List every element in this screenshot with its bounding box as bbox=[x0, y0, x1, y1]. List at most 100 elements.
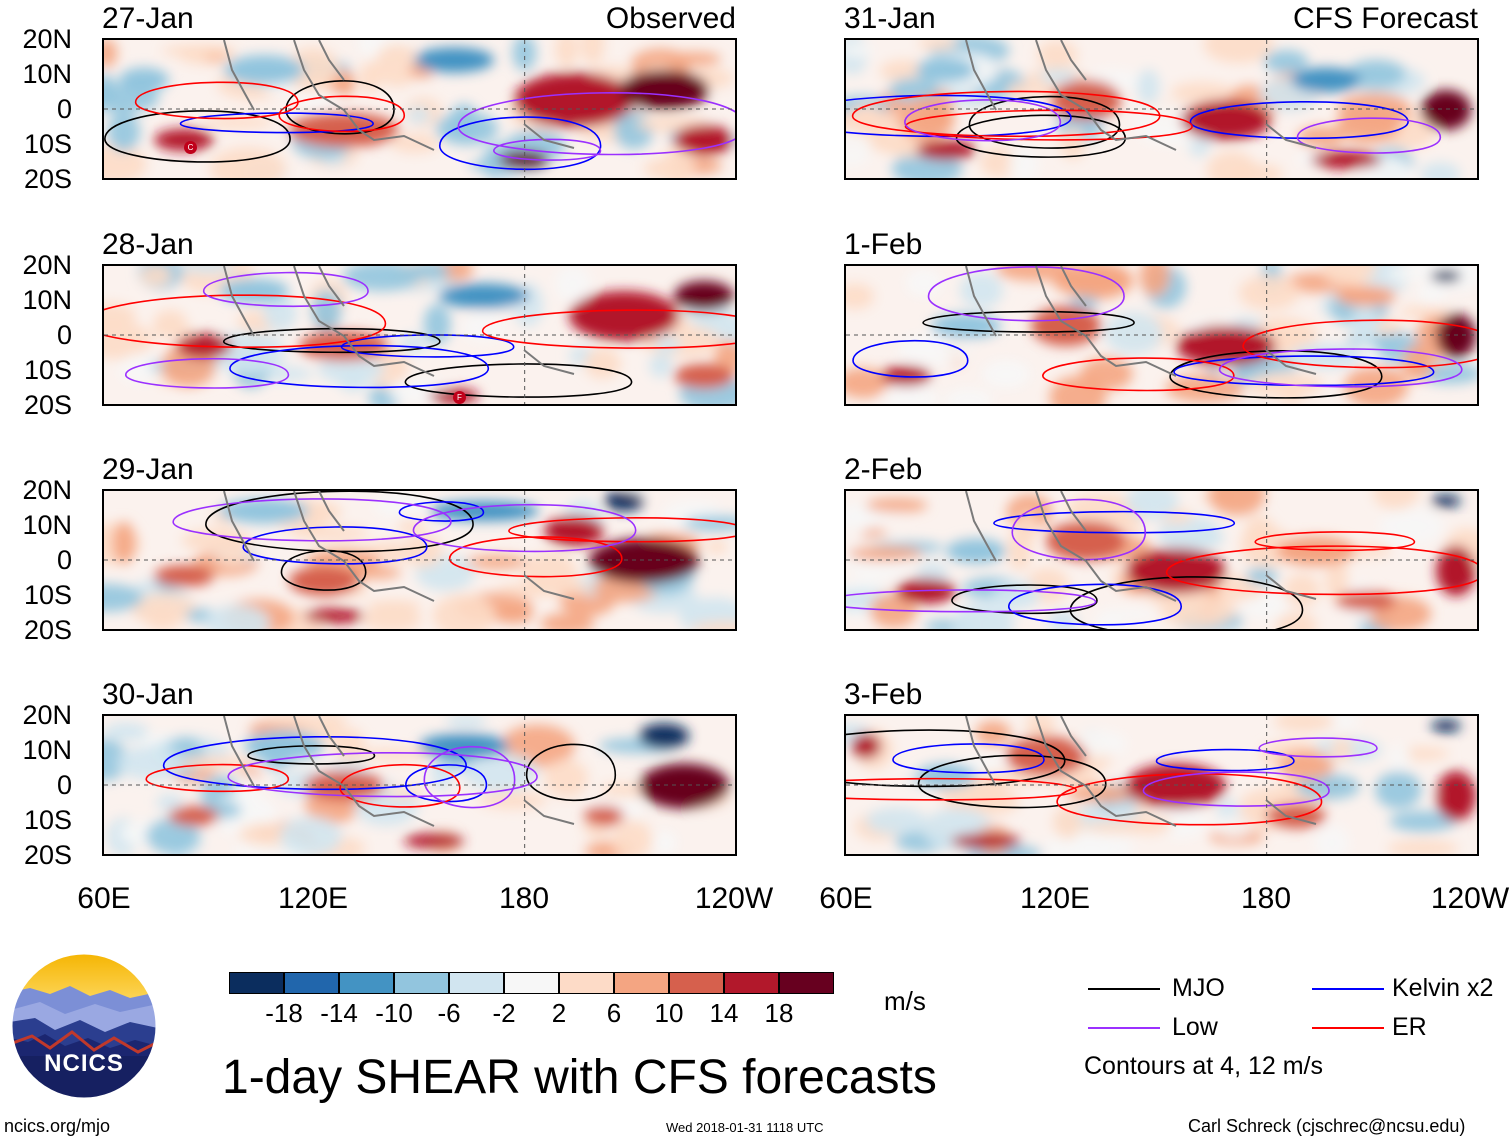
contour-line bbox=[404, 363, 633, 398]
observed-title: Observed bbox=[605, 2, 736, 35]
forecast-title: CFS Forecast bbox=[1292, 2, 1478, 35]
contour-line bbox=[172, 498, 452, 542]
map-panel bbox=[844, 714, 1479, 856]
contour-line bbox=[412, 503, 637, 553]
contour-line bbox=[493, 138, 602, 161]
shear-field bbox=[104, 491, 735, 629]
lat-label: 10S bbox=[23, 580, 72, 610]
contour-line bbox=[1056, 773, 1323, 826]
contour-line bbox=[993, 510, 1236, 534]
contour-line bbox=[405, 764, 488, 803]
contour-line bbox=[1189, 101, 1409, 140]
contour-note: Contours at 4, 12 m/s bbox=[1084, 1052, 1324, 1080]
contour-line bbox=[398, 501, 485, 522]
legend-line-kelvin bbox=[1312, 988, 1384, 990]
contour-line bbox=[846, 94, 1072, 138]
lat-label: 0 bbox=[56, 770, 72, 800]
coastline bbox=[223, 40, 575, 151]
lon-label: 60E bbox=[77, 882, 131, 915]
contour-line bbox=[340, 334, 515, 358]
panel-date: 29-Jan bbox=[102, 453, 194, 486]
contour-line bbox=[145, 763, 290, 793]
colorbar-swatch bbox=[504, 972, 559, 994]
contour-line bbox=[448, 536, 623, 578]
legend-line-low bbox=[1088, 1027, 1160, 1029]
lon-label: 120E bbox=[1019, 882, 1091, 915]
contour-line bbox=[481, 309, 735, 349]
lat-label: 10N bbox=[22, 285, 72, 315]
contour-line bbox=[179, 112, 374, 134]
shear-field bbox=[846, 40, 1477, 178]
footer-credit: Carl Schreck (cjschrec@ncsu.edu) bbox=[1188, 1116, 1466, 1136]
legend-label-mjo: MJO bbox=[1172, 974, 1225, 1002]
coastline bbox=[965, 491, 1317, 602]
lat-label: 20S bbox=[23, 164, 72, 194]
contour-line bbox=[1042, 357, 1235, 392]
coastline bbox=[223, 491, 575, 602]
contour-line bbox=[1296, 117, 1442, 154]
lat-label: 10N bbox=[22, 59, 72, 89]
contour-line bbox=[1142, 771, 1330, 807]
lat-label: 10S bbox=[23, 129, 72, 159]
contour-line bbox=[927, 266, 1125, 322]
colorbar-label: 18 bbox=[764, 998, 794, 1028]
colorbar-swatch bbox=[449, 972, 504, 994]
colorbar-swatch bbox=[724, 972, 779, 994]
map-panel bbox=[102, 714, 737, 856]
colorbar-swatch bbox=[614, 972, 669, 994]
shear-field bbox=[104, 266, 735, 404]
colorbar-label: 14 bbox=[709, 998, 739, 1028]
contour-line bbox=[1007, 583, 1183, 626]
panel-date: 27-Jan bbox=[102, 2, 194, 35]
contour-line bbox=[904, 99, 1062, 142]
map-panel: C bbox=[102, 38, 737, 180]
legend-line-mjo bbox=[1088, 988, 1160, 990]
contour-line bbox=[846, 729, 1066, 788]
colorbar-label: 6 bbox=[606, 998, 622, 1028]
contour-line bbox=[242, 526, 428, 565]
lat-label: 20S bbox=[23, 840, 72, 870]
colorbar-swatch bbox=[669, 972, 724, 994]
shear-field bbox=[104, 40, 735, 178]
contour-line bbox=[852, 339, 969, 378]
lon-label: 180 bbox=[498, 882, 550, 915]
lat-label: 0 bbox=[56, 94, 72, 124]
contour-line bbox=[1218, 348, 1463, 388]
coastline bbox=[965, 266, 1317, 377]
contour-line bbox=[1165, 545, 1477, 596]
contour-line bbox=[222, 327, 441, 354]
contour-line bbox=[104, 110, 291, 163]
contour-line bbox=[438, 116, 602, 171]
lat-label: 20S bbox=[23, 390, 72, 420]
footer-url: ncics.org/mjo bbox=[4, 1116, 111, 1136]
legend-label-low: Low bbox=[1172, 1013, 1218, 1041]
coastline bbox=[965, 716, 1317, 827]
contour-line bbox=[1069, 576, 1304, 629]
units-label: m/s bbox=[884, 986, 926, 1016]
lon-label: 180 bbox=[1240, 882, 1292, 915]
footer-timestamp: Wed 2018-01-31 1118 UTC bbox=[666, 1120, 824, 1135]
lon-label: 120W bbox=[694, 882, 774, 915]
panel-date: 31-Jan bbox=[844, 2, 936, 35]
shear-field bbox=[846, 491, 1477, 629]
figure-title: 1-day SHEAR with CFS forecasts bbox=[222, 1051, 937, 1104]
contour-line bbox=[457, 92, 735, 156]
ncics-logo: NCICS bbox=[10, 952, 158, 1100]
lon-label: 120E bbox=[277, 882, 349, 915]
contour-line bbox=[904, 109, 1193, 141]
colorbar-label: -18 bbox=[265, 998, 303, 1028]
legend-line-er bbox=[1312, 1027, 1384, 1029]
lat-label: 0 bbox=[56, 545, 72, 575]
contour-line bbox=[1254, 531, 1416, 552]
contour-line bbox=[278, 95, 406, 133]
lat-label: 10S bbox=[23, 805, 72, 835]
legend-label-kelvin: Kelvin x2 bbox=[1392, 974, 1494, 1002]
colorbar-swatch bbox=[284, 972, 339, 994]
contour-line bbox=[851, 90, 1161, 138]
coastline bbox=[223, 266, 575, 377]
lat-label: 0 bbox=[56, 320, 72, 350]
lat-label: 20N bbox=[22, 250, 72, 280]
lat-label: 10N bbox=[22, 510, 72, 540]
colorbar-label: -6 bbox=[437, 998, 461, 1028]
contour-line bbox=[1011, 498, 1147, 561]
